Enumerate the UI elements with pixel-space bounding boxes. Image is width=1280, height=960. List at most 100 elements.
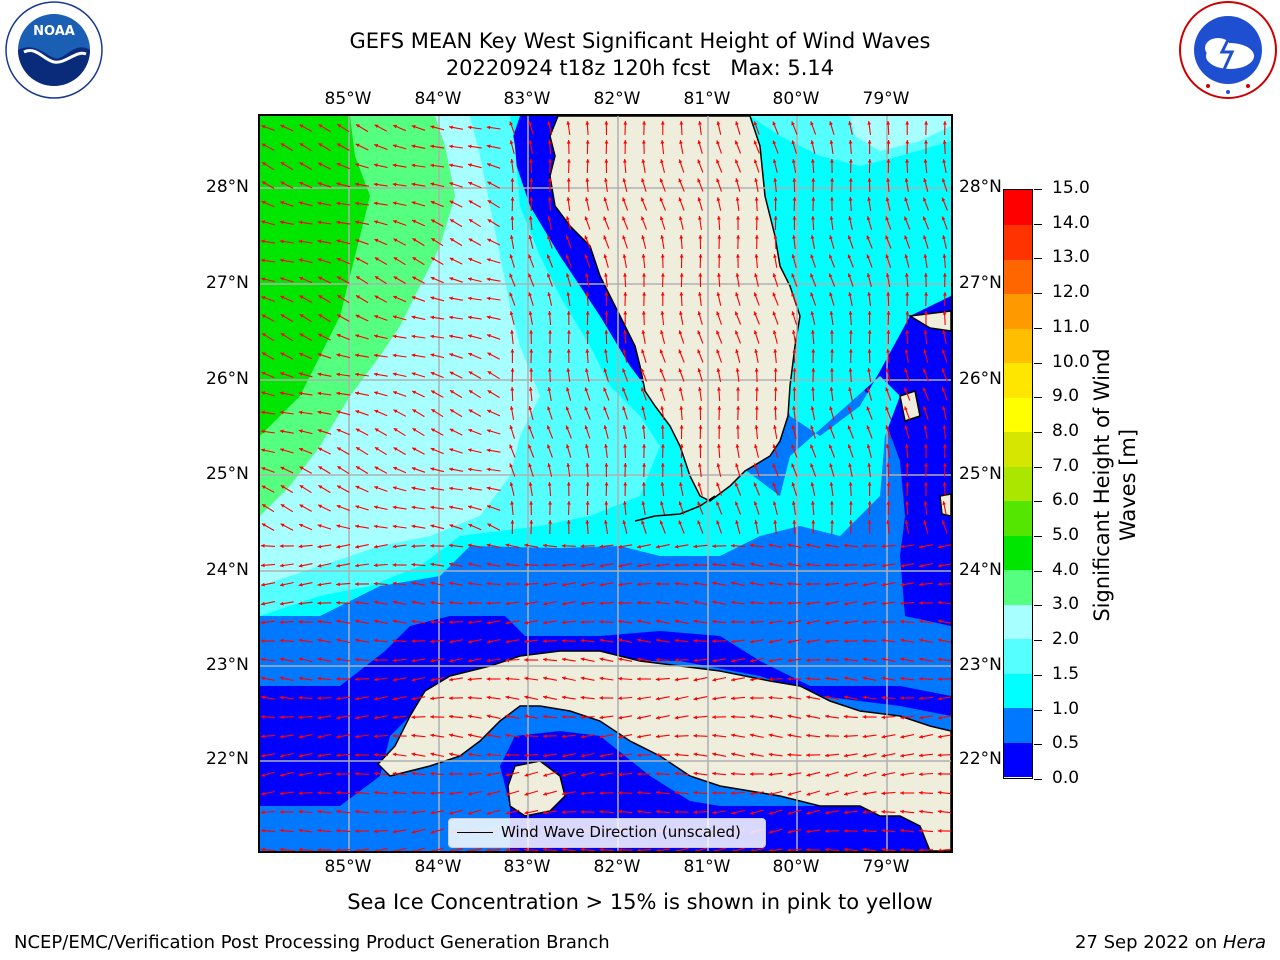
wave-direction-arrowhead: [449, 163, 453, 168]
wave-direction-arrowhead: [866, 444, 871, 449]
wave-direction-arrowhead: [337, 466, 342, 470]
wave-direction-arrowhead: [509, 406, 514, 410]
wave-direction-arrowhead: [449, 581, 453, 586]
wave-direction-arrowhead: [862, 695, 867, 700]
wave-direction-arrowhead: [299, 143, 304, 147]
colorbar-tick-label: 9.0: [1052, 386, 1080, 407]
wave-direction-arrowhead: [467, 695, 472, 700]
wave-direction-arrowhead: [900, 809, 904, 814]
wave-direction-arrowhead: [660, 292, 665, 296]
wave-direction-arrowhead: [317, 372, 322, 377]
wave-direction-arrowhead: [336, 715, 341, 720]
wave-direction-arrowhead: [923, 159, 928, 163]
wave-direction-arrowhead: [937, 753, 942, 758]
wave-direction-arrowhead: [900, 848, 904, 851]
wave-direction-arrowhead: [843, 695, 848, 700]
wave-direction-arrowhead: [449, 467, 453, 472]
wave-direction-arrowhead: [261, 601, 265, 606]
wave-direction-arrowhead: [843, 639, 848, 643]
wave-direction-arrowhead: [505, 848, 509, 851]
wave-direction-arrowhead: [825, 792, 830, 796]
wave-direction-arrowhead: [524, 543, 529, 548]
wave-direction-arrowhead: [547, 121, 552, 125]
wave-direction-arrowhead: [693, 771, 698, 776]
wave-direction-arrowhead: [659, 197, 664, 202]
wave-direction-arrowhead: [787, 620, 792, 625]
wave-direction-arrowhead: [524, 753, 528, 758]
wave-direction-arrowhead: [261, 143, 266, 148]
wave-direction-arrowhead: [486, 848, 491, 851]
wave-direction-arrowhead: [679, 482, 683, 486]
wave-direction-arrowhead: [659, 520, 664, 525]
wave-direction-arrowhead: [505, 562, 510, 567]
wave-direction-arrowhead: [566, 482, 571, 486]
wave-direction-arrowhead: [754, 235, 759, 239]
wave-direction-arrowhead: [806, 601, 810, 606]
wave-direction-arrowhead: [697, 311, 702, 316]
wave-direction-arrowhead: [768, 752, 773, 757]
wave-direction-arrowhead: [641, 482, 646, 486]
wave-direction-arrowhead: [317, 715, 322, 720]
wave-direction-arrowhead: [336, 696, 340, 701]
wave-direction-arrowhead: [528, 216, 533, 220]
wave-direction-arrowhead: [298, 391, 303, 396]
wave-direction-arrowhead: [486, 277, 491, 282]
wave-direction-arrowhead: [280, 314, 285, 318]
wave-direction-arrowhead: [411, 696, 416, 701]
wave-direction-arrowhead: [449, 772, 453, 776]
wave-direction-arrowhead: [923, 254, 928, 258]
wave-direction-arrowhead: [280, 582, 284, 587]
wave-direction-arrowhead: [487, 163, 491, 167]
wave-direction-arrowhead: [411, 467, 416, 471]
wave-direction-arrowhead: [660, 482, 665, 486]
wave-direction-arrowhead: [678, 216, 683, 220]
colorbar-segment: [1004, 466, 1032, 502]
wave-direction-arrowhead: [791, 254, 796, 259]
wave-direction-arrowhead: [317, 429, 322, 433]
wave-direction-arrowhead: [411, 715, 415, 720]
colorbar: [1003, 189, 1033, 779]
wave-direction-arrowhead: [942, 501, 946, 505]
wave-direction-arrowhead: [656, 848, 660, 851]
wave-direction-arrowhead: [392, 334, 397, 339]
wave-direction-arrowhead: [674, 696, 679, 701]
wave-direction-arrowhead: [886, 121, 891, 125]
wave-direction-arrowhead: [392, 144, 397, 148]
wave-direction-arrowhead: [430, 353, 435, 357]
wave-direction-arrowhead: [486, 296, 491, 301]
wave-direction-arrowhead: [411, 182, 416, 187]
wave-direction-arrowhead: [735, 349, 739, 354]
wave-direction-arrowhead: [355, 163, 360, 167]
colorbar-tick-label: 1.0: [1052, 698, 1080, 719]
wave-direction-arrowhead: [881, 791, 886, 796]
wave-direction-arrowhead: [336, 333, 341, 338]
wave-direction-arrowhead: [430, 467, 435, 471]
wave-direction-arrowhead: [336, 410, 341, 414]
wave-direction-arrowhead: [810, 254, 814, 259]
wave-direction-arrowhead: [317, 657, 322, 662]
wave-direction-arrowhead: [735, 121, 739, 126]
wave-direction-arrowhead: [561, 847, 566, 851]
wave-direction-arrowhead: [392, 677, 397, 682]
wave-direction-arrowhead: [749, 791, 754, 796]
wave-direction-arrowhead: [735, 292, 739, 297]
wave-direction-arrowhead: [867, 520, 872, 524]
chart-title: GEFS MEAN Key West Significant Height of…: [0, 28, 1280, 82]
wave-direction-arrowhead: [374, 163, 378, 168]
wave-direction-arrowhead: [261, 220, 266, 224]
lon-label-bottom-83: 83°W: [503, 857, 551, 877]
wave-direction-arrowhead: [580, 601, 585, 606]
wave-direction-arrowhead: [528, 482, 533, 486]
wave-direction-arrowhead: [674, 581, 679, 586]
wave-direction-arrowhead: [449, 677, 453, 682]
wave-direction-arrowhead: [749, 639, 754, 644]
wave-direction-arrowhead: [355, 201, 359, 206]
wave-direction-arrowhead: [449, 182, 454, 186]
wave-direction-arrowhead: [580, 847, 585, 851]
wave-direction-arrowhead: [641, 216, 645, 221]
colorbar-tick: [1034, 744, 1042, 746]
wave-direction-arrowhead: [900, 696, 904, 700]
wave-direction-arrowhead: [937, 638, 942, 643]
wave-direction-arrowhead: [862, 734, 867, 739]
wave-direction-arrowhead: [547, 368, 552, 372]
